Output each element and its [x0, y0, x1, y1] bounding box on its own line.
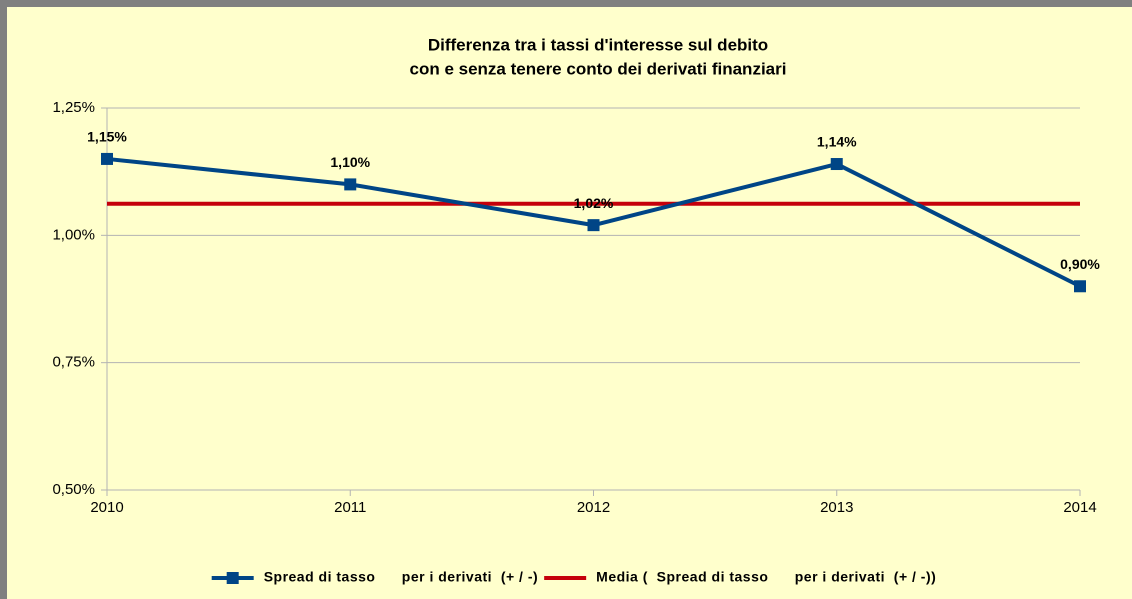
marker	[830, 158, 843, 171]
frame-top	[0, 0, 1132, 7]
chart-title: con e senza tenere conto dei derivati fi…	[410, 59, 787, 78]
marker	[587, 219, 600, 232]
legend-label: Spread di tasso per i derivati (+ / -)	[264, 569, 538, 585]
x-tick-label: 2011	[334, 499, 366, 516]
data-label: 1,10%	[330, 154, 370, 170]
data-label: 1,02%	[574, 195, 614, 211]
x-tick-label: 2012	[577, 499, 610, 516]
chart-title: Differenza tra i tassi d'interesse sul d…	[428, 35, 768, 54]
marker	[101, 152, 113, 165]
marker	[1074, 280, 1086, 293]
data-label: 0,90%	[1060, 256, 1100, 272]
legend-marker	[226, 572, 239, 584]
data-label: 1,15%	[87, 129, 127, 145]
legend-label: Media ( Spread di tasso per i derivati (…	[596, 569, 936, 585]
data-label: 1,14%	[817, 134, 857, 150]
frame-left	[0, 0, 7, 599]
x-tick-label: 2013	[820, 499, 853, 516]
y-tick-label: 1,00%	[52, 226, 95, 243]
x-tick-label: 2010	[90, 499, 123, 516]
y-tick-label: 0,75%	[52, 354, 95, 371]
y-tick-label: 1,25%	[52, 99, 95, 116]
marker	[344, 178, 357, 191]
x-tick-label: 2014	[1063, 499, 1096, 516]
y-tick-label: 0,50%	[52, 481, 95, 498]
